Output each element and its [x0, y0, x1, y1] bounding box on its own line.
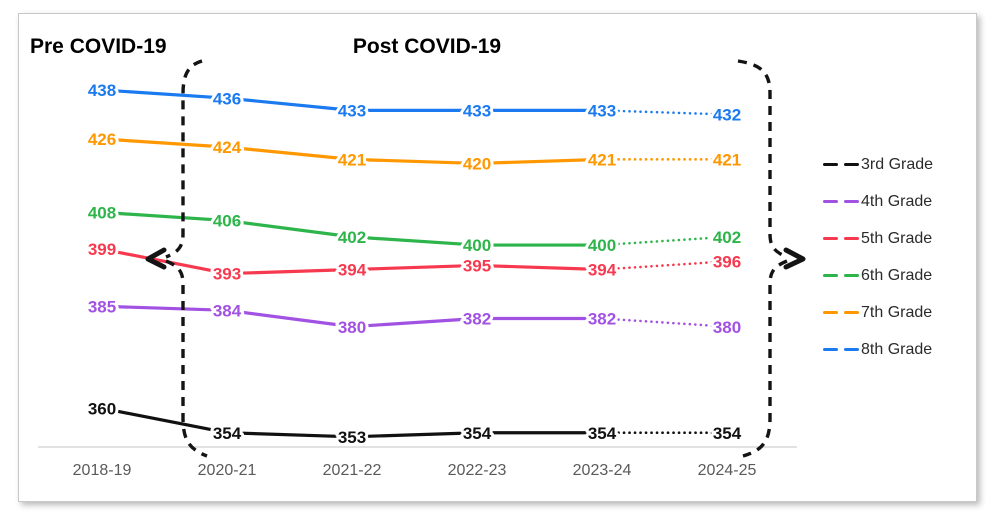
legend-dash-icon — [823, 236, 859, 241]
legend-dash-icon — [823, 273, 859, 278]
legend-item-6th-grade: 6th Grade — [823, 264, 933, 287]
data-label-8th-grade-2018-19: 438 — [88, 81, 116, 100]
x-tick-label-2022-23: 2022-23 — [447, 462, 507, 479]
legend-item-4th-grade: 4th Grade — [823, 190, 933, 213]
legend-label: 6th Grade — [861, 266, 933, 284]
legend-dash-segment — [823, 347, 838, 352]
legend-dash-icon — [823, 199, 859, 204]
legend-dash-icon — [823, 347, 859, 352]
series-projection-8th-grade — [600, 109, 729, 116]
data-label-8th-grade-2023-24: 433 — [588, 102, 616, 121]
data-label-4th-grade-2018-19: 385 — [88, 297, 116, 316]
data-label-4th-grade-2021-22: 380 — [338, 318, 366, 337]
data-label-3rd-grade-2023-24: 354 — [588, 424, 617, 443]
data-label-6th-grade-2022-23: 400 — [463, 236, 491, 255]
legend-label: 5th Grade — [861, 229, 933, 247]
legend-dash-segment — [823, 310, 838, 315]
data-label-7th-grade-2021-22: 421 — [338, 150, 366, 169]
pre-covid-title: Pre COVID-19 — [30, 35, 167, 58]
data-label-6th-grade-2023-24: 400 — [588, 236, 616, 255]
data-label-8th-grade-2024-25: 432 — [713, 106, 741, 125]
legend-label: 8th Grade — [861, 340, 933, 358]
data-label-3rd-grade-2020-21: 354 — [213, 424, 242, 443]
data-label-5th-grade-2022-23: 395 — [463, 257, 491, 276]
series-line-3rd-grade — [100, 406, 604, 439]
data-label-4th-grade-2020-21: 384 — [213, 301, 242, 320]
legend-label: 7th Grade — [861, 303, 933, 321]
legend-label: 3rd Grade — [861, 155, 934, 173]
data-label-4th-grade-2024-25: 380 — [713, 318, 741, 337]
data-label-6th-grade-2024-25: 402 — [713, 228, 741, 247]
data-label-8th-grade-2021-22: 433 — [338, 102, 366, 121]
series-projection-5th-grade — [600, 260, 729, 271]
data-label-7th-grade-2022-23: 420 — [463, 155, 491, 174]
series-line-6th-grade — [100, 210, 604, 247]
left-brace-bottom — [165, 259, 208, 458]
series-projection-4th-grade — [600, 317, 729, 328]
data-label-7th-grade-2018-19: 426 — [88, 130, 116, 149]
data-label-6th-grade-2018-19: 408 — [88, 204, 116, 223]
legend-dash-icon — [823, 310, 859, 315]
legend-dash-segment — [844, 310, 859, 315]
data-label-3rd-grade-2022-23: 354 — [463, 424, 492, 443]
data-label-5th-grade-2020-21: 393 — [213, 265, 241, 284]
legend: 3rd Grade 4th Grade 5th Grade 6th Grade 7th … — [823, 153, 933, 361]
data-label-3rd-grade-2018-19: 360 — [88, 399, 116, 418]
x-tick-label-2024-25: 2024-25 — [697, 462, 757, 479]
data-label-5th-grade-2018-19: 399 — [88, 240, 116, 259]
legend-dash-icon — [823, 162, 859, 167]
series-line-8th-grade — [100, 88, 604, 113]
legend-dash-segment — [844, 236, 859, 241]
legend-dash-segment — [844, 162, 859, 167]
data-label-5th-grade-2023-24: 394 — [588, 261, 617, 280]
series-line-5th-grade — [100, 247, 604, 276]
right-brace-top — [737, 59, 788, 259]
left-arrow-icon — [145, 247, 167, 270]
data-label-3rd-grade-2021-22: 353 — [338, 428, 366, 447]
legend-dash-segment — [823, 273, 838, 278]
data-label-7th-grade-2020-21: 424 — [213, 138, 242, 157]
post-covid-title: Post COVID-19 — [352, 35, 502, 58]
series-projection-6th-grade — [600, 235, 729, 247]
data-label-3rd-grade-2024-25: 354 — [713, 424, 742, 443]
legend-item-7th-grade: 7th Grade — [823, 301, 933, 324]
data-label-6th-grade-2021-22: 402 — [338, 228, 366, 247]
legend-dash-segment — [823, 236, 838, 241]
legend-dash-segment — [844, 273, 859, 278]
data-label-7th-grade-2023-24: 421 — [588, 150, 616, 169]
data-label-8th-grade-2020-21: 436 — [213, 89, 241, 108]
x-tick-label-2018-19: 2018-19 — [72, 462, 132, 479]
legend-item-3rd-grade: 3rd Grade — [823, 153, 933, 176]
legend-dash-segment — [823, 199, 838, 204]
legend-dash-segment — [844, 347, 859, 352]
legend-dash-segment — [844, 199, 859, 204]
data-label-6th-grade-2020-21: 406 — [213, 212, 241, 231]
data-label-4th-grade-2022-23: 382 — [463, 310, 491, 329]
right-arrow-icon — [783, 247, 806, 270]
data-label-5th-grade-2024-25: 396 — [713, 252, 741, 271]
data-label-8th-grade-2022-23: 433 — [463, 102, 491, 121]
left-brace-top — [165, 59, 203, 259]
x-tick-label-2023-24: 2023-24 — [572, 462, 632, 479]
legend-label: 4th Grade — [861, 192, 933, 210]
data-label-4th-grade-2023-24: 382 — [588, 310, 616, 329]
legend-item-8th-grade: 8th Grade — [823, 338, 933, 361]
series-line-4th-grade — [100, 304, 604, 329]
series-line-7th-grade — [100, 137, 604, 166]
right-brace-bottom — [742, 259, 788, 458]
legend-item-5th-grade: 5th Grade — [823, 227, 933, 250]
x-tick-label-2021-22: 2021-22 — [322, 462, 382, 479]
x-tick-label-2020-21: 2020-21 — [197, 462, 257, 479]
data-label-7th-grade-2024-25: 421 — [713, 150, 741, 169]
legend-dash-segment — [823, 162, 838, 167]
data-label-5th-grade-2021-22: 394 — [338, 261, 367, 280]
